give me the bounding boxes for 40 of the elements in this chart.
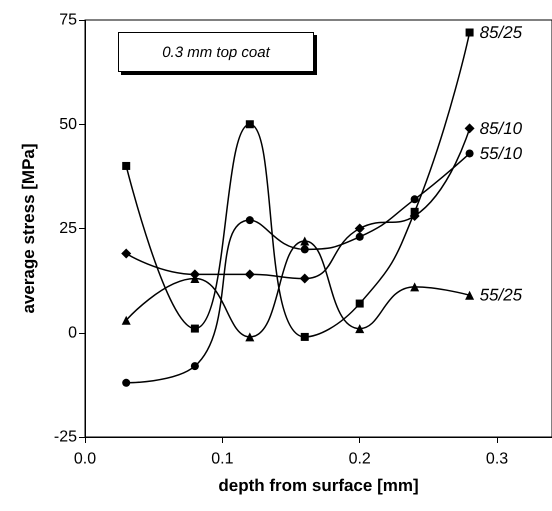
point [190, 362, 199, 370]
point [356, 232, 364, 241]
point [464, 123, 475, 134]
point [122, 378, 130, 387]
point [356, 300, 364, 308]
point [466, 149, 474, 158]
series-label: 85/10 [480, 118, 523, 138]
series-label: 55/25 [480, 286, 523, 305]
x-tick-label: 0.0 [74, 450, 96, 468]
point [300, 274, 310, 284]
point [465, 290, 474, 300]
point [410, 282, 420, 292]
point [122, 316, 131, 325]
series-label: 55/10 [480, 144, 523, 163]
y-tick-label: 0 [68, 324, 78, 342]
x-tick-label: 0.2 [348, 450, 371, 468]
series-label: 85/25 [480, 23, 523, 42]
point [410, 195, 419, 204]
point [190, 324, 199, 333]
point [300, 245, 309, 254]
point [246, 120, 254, 128]
point [121, 248, 132, 259]
point [354, 224, 365, 234]
point [246, 216, 254, 224]
y-axis-title: average stress [MPa] [19, 143, 38, 314]
y-tick-label: 50 [59, 116, 78, 133]
point [245, 332, 254, 342]
note-box: 0.3 mm top coat [118, 32, 314, 72]
x-axis-title: depth from surface [mm] [218, 476, 419, 495]
y-tick-label: 25 [59, 220, 78, 237]
y-tick-label: -25 [54, 428, 78, 446]
x-tick-label: 0.3 [486, 450, 508, 468]
point [122, 162, 130, 170]
point [466, 28, 474, 37]
point [300, 332, 309, 341]
y-tick-label: 75 [59, 12, 78, 28]
point [244, 269, 255, 280]
x-tick-label: 0.1 [211, 450, 234, 468]
point [300, 236, 310, 246]
point [355, 324, 364, 334]
